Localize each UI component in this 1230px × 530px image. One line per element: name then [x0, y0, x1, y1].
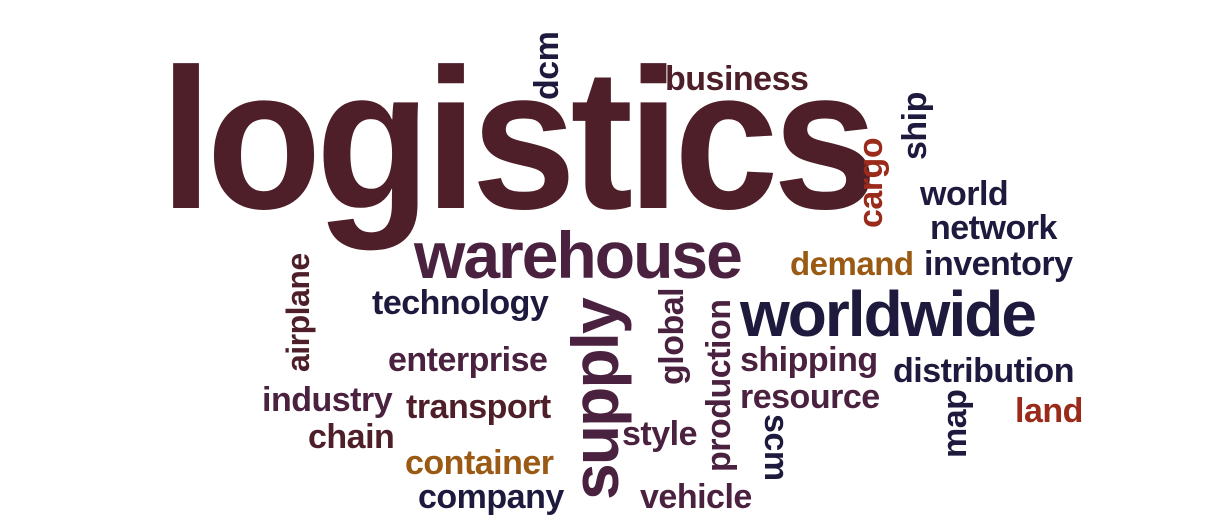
- word-production: production: [700, 299, 738, 472]
- word-logistics: logistics: [160, 28, 878, 251]
- word-transport: transport: [406, 388, 551, 426]
- word-land: land: [1015, 392, 1083, 430]
- word-demand: demand: [790, 245, 914, 282]
- word-warehouse: warehouse: [414, 218, 743, 292]
- word-ship: ship: [896, 92, 934, 160]
- word-network: network: [930, 209, 1057, 247]
- word-global: global: [653, 287, 691, 385]
- word-distribution: distribution: [893, 352, 1074, 390]
- word-dcm: dcm: [528, 31, 566, 100]
- word-scm: scm: [757, 414, 795, 481]
- word-enterprise: enterprise: [388, 341, 548, 379]
- word-technology: technology: [372, 284, 549, 322]
- word-airplane: airplane: [280, 253, 316, 372]
- word-shipping: shipping: [740, 341, 878, 379]
- word-style: style: [622, 415, 698, 453]
- word-worldwide: worldwide: [740, 278, 1037, 350]
- word-industry: industry: [262, 381, 393, 419]
- word-map: map: [936, 389, 974, 458]
- word-chain: chain: [308, 418, 395, 456]
- word-cargo: cargo: [852, 137, 890, 228]
- word-world: world: [920, 175, 1009, 213]
- word-resource: resource: [740, 378, 880, 416]
- word-business: business: [665, 60, 809, 98]
- word-vehicle: vehicle: [640, 478, 752, 516]
- word-supply: supply: [558, 299, 632, 500]
- word-container: container: [405, 444, 554, 482]
- word-company: company: [418, 478, 564, 516]
- word-inventory: inventory: [924, 245, 1073, 283]
